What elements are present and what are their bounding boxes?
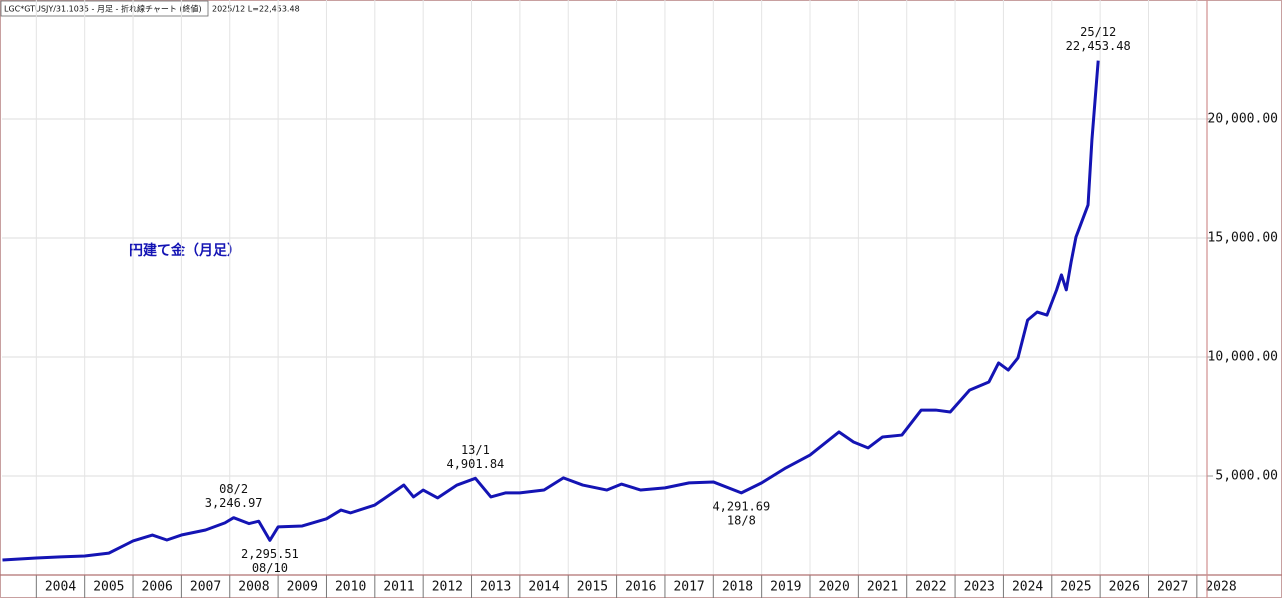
x-tick-label: 2015 (577, 580, 608, 595)
x-tick-label: 2007 (190, 580, 221, 595)
header-info: 2025/12 L=22,453.48 (212, 5, 300, 14)
date-label: 08/2 (219, 482, 248, 496)
date-label: 25/12 (1080, 25, 1116, 39)
chart-title: 円建て金（月足） (129, 242, 241, 259)
x-tick-label: 2023 (964, 580, 995, 595)
x-tick-label: 2022 (915, 580, 946, 595)
x-tick-label: 2024 (1012, 580, 1043, 595)
x-tick-label: 2011 (383, 580, 414, 595)
x-tick-label: 2004 (45, 580, 76, 595)
x-tick-label: 2012 (432, 580, 463, 595)
grid (2, 0, 1207, 575)
value-label: 4,901.84 (446, 457, 504, 471)
date-label: 08/10 (252, 561, 288, 575)
x-tick-label: 2021 (867, 580, 898, 595)
value-label: 3,246.97 (205, 496, 263, 510)
x-tick-label: 2026 (1109, 580, 1140, 595)
x-tick-label: 2019 (770, 580, 801, 595)
y-tick-label: 10,000.00 (1208, 349, 1278, 364)
x-tick-label: 2006 (142, 580, 173, 595)
header: LGC*GTUSJY/31.1035 - 月足 - 折れ線チャート (終値) (4, 4, 202, 14)
header-box (0, 0, 209, 17)
x-tick-label: 2018 (722, 580, 753, 595)
x-tick-label: 2005 (93, 580, 124, 595)
y-tick-label: 15,000.00 (1208, 230, 1278, 245)
x-tick-label: 2009 (287, 580, 318, 595)
x-tick-label: 2020 (819, 580, 850, 595)
value-label: 4,291.69 (712, 499, 770, 513)
date-label: 13/1 (461, 443, 490, 457)
x-tick-label: 2027 (1157, 580, 1188, 595)
y-tick-label: 5,000.00 (1215, 468, 1278, 483)
y-tick-label: 20,000.00 (1208, 111, 1278, 126)
x-tick-label: 2025 (1060, 580, 1091, 595)
x-tick-label: 2016 (625, 580, 656, 595)
value-label: 2,295.51 (241, 547, 299, 561)
x-tick-label: 2008 (238, 580, 269, 595)
x-tick-label: 2010 (335, 580, 366, 595)
x-tick-label: 2013 (480, 580, 511, 595)
price-line (2, 60, 1100, 562)
x-tick-label: 2014 (528, 580, 559, 595)
x-tick-label: 2017 (673, 580, 704, 595)
date-label: 18/8 (727, 513, 756, 527)
x-tick-label: 2028 (1205, 580, 1236, 595)
value-label: 22,453.48 (1066, 39, 1131, 53)
